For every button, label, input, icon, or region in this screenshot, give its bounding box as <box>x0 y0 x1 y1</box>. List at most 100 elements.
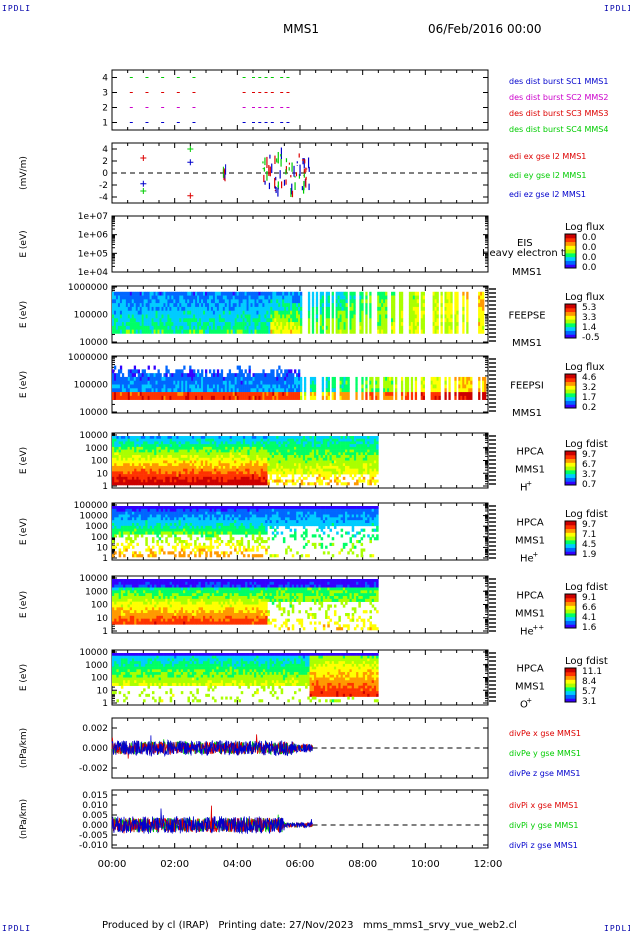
feepse-cell <box>478 295 481 300</box>
feepse-cell <box>234 299 237 304</box>
feepsi-cell <box>205 388 208 393</box>
hpca-h-cell <box>282 446 286 450</box>
feepse-cell <box>444 310 447 315</box>
feepse-cell <box>141 322 144 327</box>
feepse-cell <box>361 318 364 323</box>
hpca-h-cell <box>118 452 122 456</box>
feepsi-cell <box>236 373 239 378</box>
feepse-cell <box>149 322 152 327</box>
feepsi-cell <box>296 376 299 382</box>
hpca-h-cell <box>207 465 210 469</box>
feepse-cell <box>482 303 485 308</box>
feepsi-cell <box>355 384 358 389</box>
hpca-h-cell <box>229 468 233 472</box>
hpca-h-cell <box>129 449 133 453</box>
hpca-h-cell <box>167 449 171 453</box>
feepsi-cell <box>161 395 164 400</box>
feepsi-cell <box>155 384 158 389</box>
feepse-cell <box>147 295 150 300</box>
feepsi-cell <box>191 380 194 385</box>
hpca-h-cell <box>125 482 128 486</box>
feepsi-cell <box>258 373 261 378</box>
feepse-cell <box>117 322 121 327</box>
feepsi-cell <box>434 395 437 400</box>
hpca-h-cell <box>149 441 153 445</box>
feepsi-cell <box>113 376 117 382</box>
hpca-h-cell <box>202 468 206 472</box>
feepse-cell <box>244 295 247 300</box>
feepsi-cell <box>181 388 184 393</box>
feepse-cell <box>440 299 443 304</box>
hpca-h-cell <box>176 449 179 453</box>
hpca-h-cell <box>120 449 124 453</box>
feepse-cell <box>175 310 178 315</box>
feepsi-cell <box>169 395 172 400</box>
feepse-cell <box>391 306 394 312</box>
feepse-cell <box>335 306 338 312</box>
hpca-h-cell <box>125 476 128 480</box>
feepse-cell <box>199 299 202 304</box>
hpca-h-cell <box>260 474 264 478</box>
hpca-h-cell <box>129 452 133 456</box>
feepsi-cell <box>165 365 168 370</box>
hpca-h-cell <box>125 444 128 448</box>
feepse-cell <box>193 310 196 315</box>
feepse-cell <box>274 295 277 300</box>
feepse-cell <box>379 322 382 327</box>
hpca-h-cell <box>298 471 301 475</box>
feepse-cell <box>149 291 152 296</box>
feepse-cell <box>343 295 346 300</box>
feepse-cell <box>262 306 265 312</box>
feepse-cell <box>292 318 295 323</box>
feepsi-cell <box>254 384 257 389</box>
hpca-h-cell <box>236 474 239 478</box>
feepsi-label-sc: MMS1 <box>512 408 542 419</box>
feepsi-cell <box>175 369 178 374</box>
hpca-h-cell <box>123 460 126 464</box>
feepsi-cell <box>300 380 303 385</box>
hpca-h-cell <box>227 471 230 475</box>
hpca-h-cell <box>185 468 188 472</box>
feepse-cell <box>343 329 346 334</box>
feepsi-cell <box>115 373 119 378</box>
hpca-h-cell <box>165 452 168 456</box>
hpca-h-cell <box>220 479 224 483</box>
feepse-cell <box>462 325 465 330</box>
hpca-h-cell <box>271 465 275 469</box>
hpca-h-cell <box>131 446 135 450</box>
feepsi-cell <box>181 392 184 397</box>
feepsi-cell <box>430 395 433 400</box>
feepse-cell <box>482 318 485 323</box>
feepse-cell <box>226 329 230 334</box>
hpca-h-cell <box>222 446 226 450</box>
feepse-cell <box>252 295 255 300</box>
hpca-h-cell <box>258 441 262 445</box>
hpca-h-cell <box>149 460 153 464</box>
feepse-cell <box>125 291 129 296</box>
hpca-h-cell <box>271 471 275 475</box>
hpca-h-cell <box>176 446 179 450</box>
feepse-cell <box>250 310 253 315</box>
feepsi-cell <box>242 384 245 389</box>
feepse-cell <box>351 306 354 312</box>
feepse-cell <box>143 310 146 315</box>
feepsi-cell <box>387 380 390 385</box>
feepsi-cell <box>234 395 237 400</box>
hpca-h-cell <box>200 446 204 450</box>
hpca-h-cell <box>214 449 217 453</box>
hpca-h-cell <box>265 436 268 440</box>
feepsi-cell <box>240 384 243 389</box>
feepse-cell <box>165 322 168 327</box>
feepsi-cell <box>462 384 465 389</box>
feepsi-cell <box>195 392 198 397</box>
feepsi-cell <box>478 388 481 393</box>
feepsi-cell <box>113 384 117 389</box>
feepse-cell <box>414 310 418 315</box>
feepse-cell <box>377 322 380 327</box>
hpca-h-cell <box>300 455 304 459</box>
hpca-h-cell <box>138 452 142 456</box>
feepse-cell <box>112 318 115 323</box>
hpca-h-cell <box>178 441 182 445</box>
hpca-h-cell <box>258 449 262 453</box>
feepse-cell <box>294 318 297 323</box>
